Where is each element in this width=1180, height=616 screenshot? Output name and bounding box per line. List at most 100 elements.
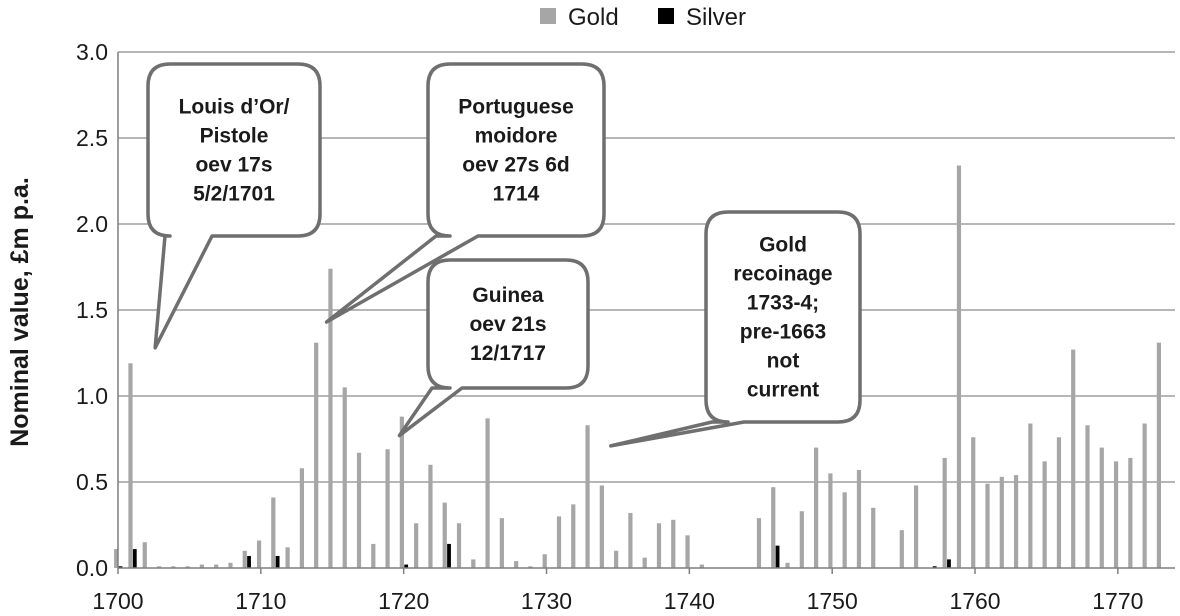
callout-text-line: not — [767, 350, 800, 373]
bar-gold-1751 — [842, 492, 847, 568]
callout-text-line: oev 27s 6d — [462, 154, 569, 177]
y-tick-label: 0.0 — [76, 555, 108, 581]
bar-gold-1727 — [499, 518, 504, 568]
bar-gold-1761 — [985, 483, 990, 568]
bar-gold-1766 — [1056, 437, 1062, 568]
callout-bubble — [609, 210, 862, 448]
x-tick-label: 1770 — [1092, 588, 1143, 614]
bar-gold-1724 — [456, 523, 462, 568]
bar-gold-1752 — [856, 469, 862, 568]
bar-gold-1712 — [285, 547, 290, 568]
bar-gold-1708 — [228, 562, 233, 568]
bar-gold-1734 — [599, 485, 604, 568]
callout-2: Portuguese moidore oev 27s 6d 1714 — [324, 62, 606, 324]
bar-gold-1709 — [242, 550, 247, 568]
bar-gold-1726 — [485, 418, 490, 568]
y-tick-label: 2.0 — [76, 211, 108, 237]
bar-gold-1758 — [942, 457, 947, 568]
y-tick-labels: 0.0 0.5 1.0 1.5 2.0 2.5 3.0 — [76, 39, 108, 581]
callout-text-line: Portuguese — [458, 96, 574, 119]
y-tick-label: 1.5 — [76, 297, 108, 323]
bar-gold-1771 — [1128, 457, 1133, 568]
bar-gold-1765 — [1042, 461, 1047, 568]
y-tick-label: 2.5 — [76, 125, 108, 151]
bar-gold-1723 — [442, 502, 447, 568]
bar-gold-1720 — [399, 416, 404, 568]
bar-silver-1757 — [932, 566, 937, 568]
bar-gold-1746 — [771, 487, 776, 568]
x-tick-label: 1710 — [235, 588, 286, 614]
bar-silver-1758 — [947, 559, 951, 568]
x-tick-label: 1720 — [378, 588, 429, 614]
bar-gold-1703 — [156, 566, 162, 568]
bar-gold-1700 — [114, 549, 119, 568]
x-tick-label: 1700 — [92, 588, 143, 614]
bar-gold-1763 — [1013, 475, 1019, 568]
callout-text-line: 12/1717 — [470, 342, 546, 365]
legend-swatch-silver — [658, 8, 674, 24]
bar-gold-1768 — [1085, 425, 1090, 568]
bar-silver-1746 — [775, 545, 780, 568]
y-tick-label: 3.0 — [76, 39, 108, 65]
legend-label-silver: Silver — [686, 4, 746, 31]
callout-text-line: Pistole — [200, 125, 269, 148]
callout-text-line: 1714 — [493, 183, 540, 206]
bar-gold-1759 — [956, 165, 962, 568]
callout-bubble — [397, 258, 590, 438]
x-tick-label: 1750 — [807, 588, 858, 614]
bar-gold-1745 — [756, 518, 762, 568]
bar-gold-1715 — [328, 268, 333, 568]
bar-gold-1749 — [814, 447, 819, 568]
bar-gold-1741 — [699, 564, 704, 568]
callout-text-line: 1733-4; — [747, 292, 819, 315]
callout-text-line: 5/2/1701 — [193, 183, 275, 206]
x-tick-label: 1730 — [521, 588, 572, 614]
bar-gold-1716 — [342, 387, 347, 568]
bar-gold-1739 — [671, 519, 676, 568]
bar-gold-1718 — [371, 543, 376, 568]
callout-text-line: oev 21s — [469, 313, 546, 336]
callout-bubble — [146, 62, 322, 350]
bar-gold-1760 — [971, 437, 976, 568]
bar-gold-1702 — [142, 542, 147, 568]
callout-text-line: Gold — [759, 234, 807, 257]
axes — [117, 52, 1175, 574]
callout-4: Gold recoinage 1733-4; pre-1663 not current — [609, 210, 862, 448]
legend-label-gold: Gold — [568, 4, 619, 31]
bar-gold-1731 — [556, 516, 562, 568]
bar-gold-1717 — [356, 452, 362, 568]
bar-gold-1711 — [271, 497, 276, 568]
bar-gold-1753 — [871, 507, 876, 568]
bar-gold-1762 — [999, 476, 1004, 568]
bar-gold-1769 — [1099, 447, 1104, 568]
legend: Gold Silver — [540, 4, 746, 31]
bar-silver-1700 — [118, 566, 123, 568]
bar-silver-1720 — [404, 564, 409, 568]
bar-gold-1736 — [628, 512, 633, 568]
bar-gold-1748 — [799, 511, 804, 568]
bar-gold-1750 — [828, 473, 833, 568]
bar-gold-1730 — [542, 554, 547, 568]
bar-silver-1723 — [447, 543, 451, 568]
bar-gold-1755 — [899, 530, 904, 568]
callout-text-line: oev 17s — [195, 154, 272, 177]
bar-gold-1728 — [514, 561, 519, 568]
x-tick-labels: 1700 1710 1720 1730 1740 1750 1760 1770 — [92, 588, 1143, 614]
bar-gold-1772 — [1142, 423, 1147, 568]
bar-gold-1732 — [571, 504, 576, 568]
callouts: Louis d’Or/Pistole oev 17s 5/2/1701 Portugu… — [146, 62, 862, 448]
callout-3: Guinea oev 21s 12/1717 — [397, 258, 590, 438]
bar-gold-1747 — [785, 562, 790, 568]
bar-gold-1735 — [614, 550, 619, 568]
legend-swatch-gold — [540, 8, 556, 24]
callout-text-line: Guinea — [472, 284, 544, 307]
y-tick-label: 0.5 — [76, 469, 108, 495]
callout-1: Louis d’Or/Pistole oev 17s 5/2/1701 — [146, 62, 322, 350]
callout-text-line: current — [747, 379, 819, 402]
bar-gold-1756 — [913, 485, 919, 568]
bar-gold-1767 — [1071, 349, 1076, 568]
bar-gold-1719 — [385, 449, 390, 568]
bar-gold-1733 — [585, 425, 590, 568]
x-tick-label: 1760 — [949, 588, 1000, 614]
